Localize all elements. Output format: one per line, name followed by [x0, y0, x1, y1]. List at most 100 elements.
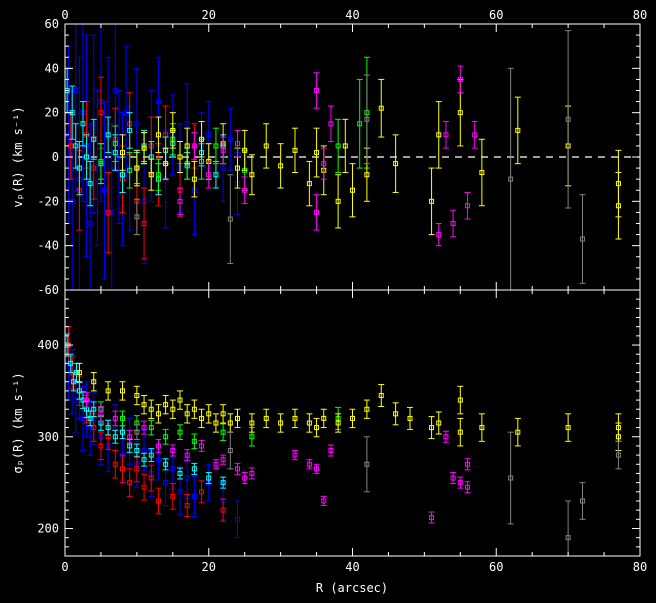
data-point: [148, 452, 154, 458]
data-point: [170, 448, 176, 454]
top-panel: 0 20 40 60 80 -60 -40 -20 0 20 40 60 vₚ(R) (km s⁻¹): [11, 8, 647, 297]
data-point: [443, 132, 449, 138]
data-point: [177, 198, 183, 204]
data-point: [306, 181, 312, 187]
data-point: [170, 493, 176, 499]
data-point: [429, 425, 435, 431]
data-point: [112, 415, 118, 421]
data-point: [615, 452, 621, 458]
data-point: [191, 493, 197, 499]
data-point: [84, 154, 90, 160]
data-point: [249, 172, 255, 178]
bottom-ytick-label: 200: [37, 521, 59, 535]
bottom-xtick-label: 40: [345, 560, 359, 574]
data-point: [177, 154, 183, 160]
data-point: [220, 429, 226, 435]
data-point: [141, 448, 147, 454]
top-ytick-label: -20: [37, 194, 59, 208]
data-point: [120, 466, 125, 472]
data-point: [163, 434, 169, 440]
data-point: [112, 461, 118, 467]
data-point: [393, 161, 399, 167]
data-point: [112, 434, 118, 440]
data-point: [184, 411, 190, 417]
bottom-xtick-label: 20: [202, 560, 216, 574]
data-point: [74, 370, 79, 376]
data-point: [235, 165, 240, 171]
bottom-xtick-label: 80: [633, 560, 647, 574]
data-point: [127, 167, 133, 173]
data-point: [314, 88, 320, 93]
data-point: [155, 498, 161, 504]
data-point: [105, 425, 111, 431]
data-point: [155, 443, 161, 449]
data-point: [127, 443, 133, 449]
bottom-series-group: [65, 326, 622, 556]
data-point: [615, 203, 621, 209]
data-point: [91, 406, 97, 412]
top-xtick-label: 60: [489, 8, 503, 22]
data-point: [450, 221, 456, 226]
data-point: [314, 425, 320, 431]
bottom-ylabel: σₚ(R) (km s⁻¹): [11, 372, 25, 473]
data-point: [565, 535, 571, 541]
data-point: [263, 415, 269, 421]
data-point: [184, 121, 190, 127]
data-point: [141, 484, 147, 490]
data-point: [134, 466, 140, 472]
data-point: [163, 402, 169, 408]
data-point: [98, 443, 104, 449]
data-point: [321, 415, 327, 421]
data-point: [220, 480, 226, 486]
data-point: [177, 397, 183, 403]
bottom-xtick-label: 60: [489, 560, 503, 574]
data-point: [213, 143, 219, 149]
data-point: [148, 425, 154, 431]
data-point: [350, 415, 355, 421]
bottom-ytick-label: 300: [37, 430, 59, 444]
data-point: [177, 470, 183, 476]
bottom-data-marks: [65, 326, 622, 556]
data-point: [306, 420, 312, 426]
data-point: [148, 406, 154, 412]
data-point: [450, 475, 456, 481]
data-point: [120, 429, 125, 435]
data-point: [84, 397, 90, 403]
top-xtick-label: 0: [61, 8, 68, 22]
data-point: [364, 406, 370, 412]
data-point: [80, 121, 86, 127]
data-point: [335, 420, 341, 426]
data-point: [141, 145, 147, 151]
data-point: [134, 165, 140, 171]
data-point: [127, 480, 133, 486]
data-point: [191, 176, 197, 182]
data-point: [465, 203, 470, 209]
data-point: [292, 147, 298, 153]
data-point: [199, 489, 205, 495]
data-point: [242, 187, 248, 193]
data-point: [235, 466, 240, 472]
data-point: [220, 147, 226, 153]
data-point: [321, 498, 327, 504]
data-point: [127, 127, 133, 133]
data-point: [87, 415, 93, 421]
data-point: [155, 457, 161, 463]
data-point: [278, 163, 284, 169]
data-point: [213, 461, 219, 467]
data-point: [120, 150, 125, 156]
data-point: [73, 397, 79, 403]
data-point: [227, 216, 233, 222]
data-point: [220, 411, 226, 417]
data-point: [335, 198, 341, 204]
data-point: [472, 132, 478, 138]
data-point: [102, 187, 108, 193]
data-point: [105, 132, 111, 138]
data-point: [199, 443, 205, 449]
data-point: [184, 452, 190, 458]
data-point: [220, 165, 226, 171]
data-point: [141, 221, 147, 226]
data-point: [155, 99, 161, 105]
top-xtick-label: 20: [202, 8, 216, 22]
data-point: [457, 110, 463, 116]
